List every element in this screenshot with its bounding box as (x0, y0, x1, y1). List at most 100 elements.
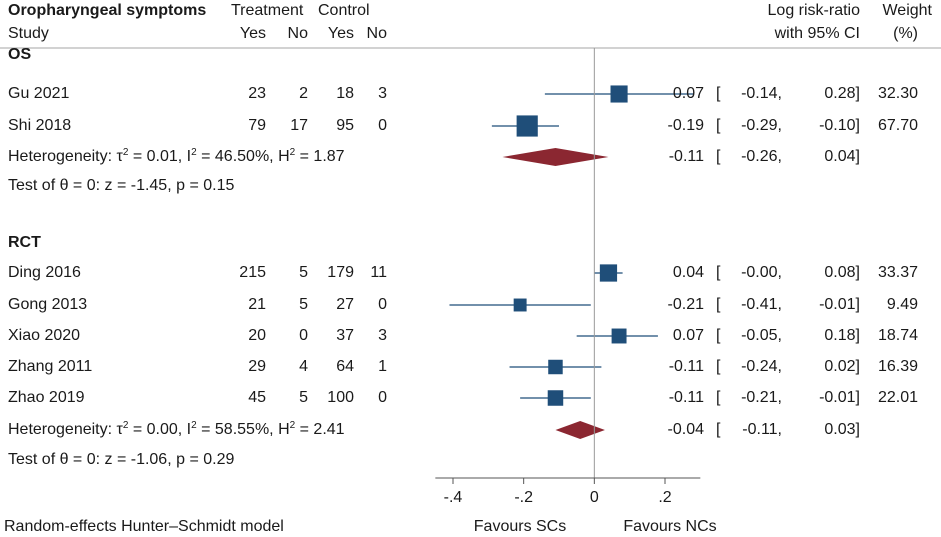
control-yes-value: 37 (336, 327, 354, 344)
treatment-yes-value: 45 (248, 389, 266, 406)
treatment-no-value: 5 (299, 296, 308, 313)
i2-value: = 58.55%, H (196, 421, 290, 438)
pooled-diamond (502, 148, 609, 166)
weight-header-2: (%) (893, 25, 918, 42)
ci-bracket-open: [ (716, 421, 721, 438)
x-tick-label: -.2 (514, 489, 533, 506)
x-tick-label: -.4 (444, 489, 463, 506)
treatment-no-value: 2 (299, 85, 308, 102)
heterogeneity-stats: Heterogeneity: τ2 = 0.00, I2 = 58.55%, H… (8, 421, 345, 439)
study-name: Xiao 2020 (8, 327, 81, 344)
weight-header-1: Weight (882, 2, 932, 19)
superscript-2: 2 (191, 420, 197, 431)
treatment-yes-value: 21 (248, 296, 266, 313)
effect-marker (548, 359, 563, 375)
weight-value: 16.39 (877, 358, 918, 375)
effect-marker (611, 328, 627, 344)
treatment-header: Treatment (231, 2, 304, 19)
pooled-ci-lower: -0.26, (741, 148, 782, 165)
control-no-value: 11 (370, 264, 387, 281)
ci-lower: -0.00, (741, 264, 782, 281)
effect-marker (599, 264, 618, 282)
control-yes-value: 64 (336, 358, 354, 375)
superscript-2: 2 (122, 420, 129, 431)
tau2-value: = 0.01, I (128, 148, 192, 165)
treatment-yes-value: 23 (248, 85, 266, 102)
treatment-yes-value: 79 (248, 117, 266, 134)
ci-bracket-open: [ (716, 389, 721, 406)
control-yes-value: 100 (327, 389, 354, 406)
ci-lower: -0.14, (741, 85, 782, 102)
group-label-os: OS (8, 46, 32, 63)
effect-estimate: -0.21 (667, 296, 704, 313)
treatment-no-value: 4 (299, 358, 308, 375)
tau2-value: = 0.00, I (128, 421, 192, 438)
ci-lower: -0.05, (741, 327, 782, 344)
treatment-no-value: 17 (290, 117, 308, 134)
control-yes-header: Yes (327, 25, 354, 42)
ci-upper: 0.28] (824, 85, 860, 102)
treatment-no-header: No (287, 25, 308, 42)
model-footer: Random-effects Hunter–Schmidt model (4, 518, 284, 535)
effect-estimate: -0.19 (667, 117, 704, 134)
pooled-estimate: -0.04 (667, 421, 704, 438)
ci-lower: -0.29, (741, 117, 782, 134)
control-no-value: 3 (378, 85, 387, 102)
tau-label: Heterogeneity: τ (8, 148, 123, 165)
effect-marker (513, 298, 527, 312)
pooled-estimate: -0.11 (668, 148, 704, 165)
effect-marker (516, 115, 538, 137)
study-name: Gong 2013 (8, 296, 88, 313)
weight-value: 32.30 (877, 85, 918, 102)
treatment-yes-value: 215 (239, 264, 266, 281)
ci-upper: 0.02] (824, 358, 860, 375)
superscript-2: 2 (122, 147, 129, 158)
treatment-no-value: 0 (299, 327, 308, 344)
control-yes-value: 18 (336, 85, 354, 102)
x-tick-label: 0 (590, 489, 599, 506)
control-no-value: 0 (378, 389, 387, 406)
weight-value: 22.01 (877, 389, 918, 406)
pooled-ci-upper: 0.03] (824, 421, 860, 438)
tau-label: Heterogeneity: τ (8, 421, 123, 438)
treatment-yes-value: 29 (248, 358, 266, 375)
ci-bracket-open: [ (716, 148, 721, 165)
treatment-no-value: 5 (299, 389, 308, 406)
group-label-rct: RCT (8, 234, 41, 251)
control-yes-value: 27 (336, 296, 354, 313)
control-no-value: 0 (378, 296, 387, 313)
control-yes-value: 179 (327, 264, 354, 281)
study-header: Study (8, 25, 49, 42)
control-no-value: 3 (378, 327, 387, 344)
superscript-2: 2 (191, 147, 197, 158)
ci-bracket-open: [ (716, 327, 721, 344)
h2-value: = 1.87 (295, 148, 345, 165)
effect-marker (610, 85, 628, 103)
weight-value: 33.37 (877, 264, 918, 281)
effect-estimate: -0.11 (668, 358, 704, 375)
ci-lower: -0.41, (741, 296, 782, 313)
ci-upper: -0.10] (819, 117, 860, 134)
ci-upper: 0.08] (824, 264, 860, 281)
ci-lower: -0.21, (741, 389, 782, 406)
test-statistic: Test of θ = 0: z = -1.45, p = 0.15 (8, 177, 235, 194)
ci-bracket-open: [ (716, 85, 721, 102)
ci-bracket-open: [ (716, 117, 721, 134)
h2-value: = 2.41 (295, 421, 345, 438)
effect-header-2: with 95% CI (774, 25, 860, 42)
control-yes-value: 95 (336, 117, 354, 134)
superscript-2: 2 (289, 420, 296, 431)
effect-estimate: 0.07 (672, 327, 704, 344)
ci-upper: 0.18] (824, 327, 860, 344)
control-no-value: 1 (378, 358, 387, 375)
ci-upper: -0.01] (819, 389, 860, 406)
treatment-no-value: 5 (299, 264, 308, 281)
control-header: Control (318, 2, 370, 19)
weight-value: 18.74 (877, 327, 918, 344)
ci-upper: -0.01] (819, 296, 860, 313)
control-no-value: 0 (378, 117, 387, 134)
test-statistic: Test of θ = 0: z = -1.06, p = 0.29 (8, 451, 235, 468)
heterogeneity-stats: Heterogeneity: τ2 = 0.01, I2 = 46.50%, H… (8, 148, 345, 166)
treatment-yes-header: Yes (239, 25, 266, 42)
